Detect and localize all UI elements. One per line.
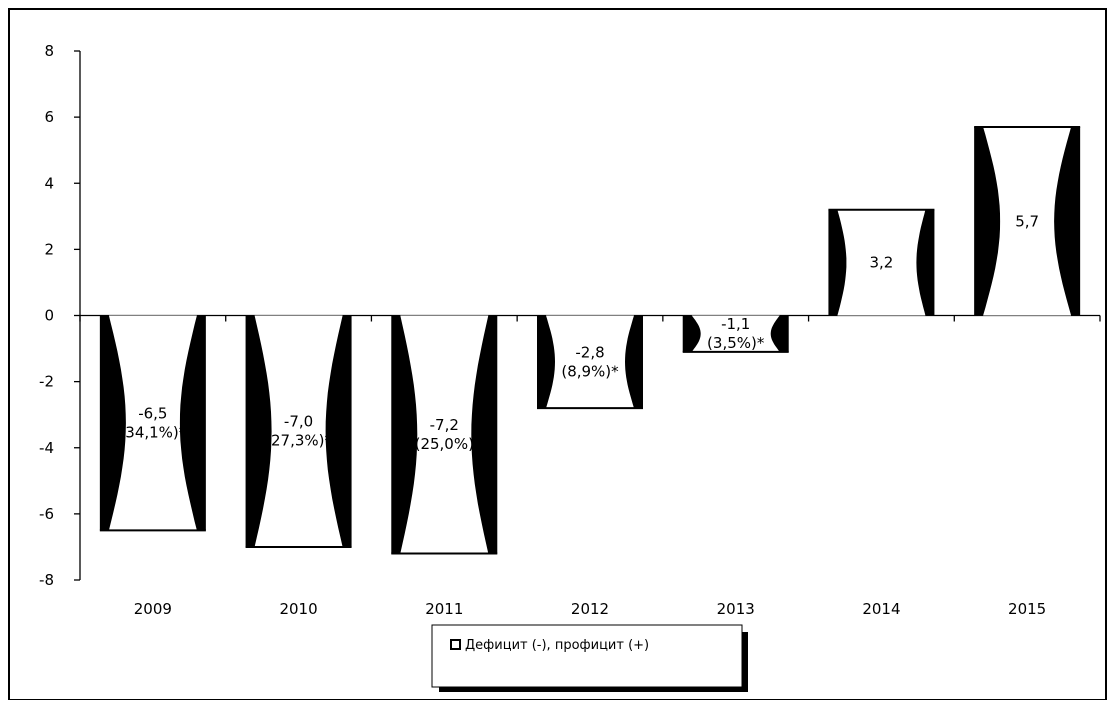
legend: Дефицит (-), профицит (+) bbox=[431, 624, 748, 692]
y-tick-label: -6 bbox=[39, 505, 54, 523]
bar-data-label: (3,5%)* bbox=[707, 334, 765, 352]
bar-inner bbox=[691, 315, 780, 352]
bar-labels: -6,5(34,1%)*-7,0(27,3%)*-7,2(25,0%)-2,8(… bbox=[119, 212, 1039, 453]
x-tick-label: 2010 bbox=[279, 600, 317, 618]
y-tick-label: 0 bbox=[44, 307, 54, 325]
bar-inner bbox=[546, 315, 634, 409]
bar-data-label: -2,8 bbox=[575, 343, 604, 361]
bar-inner bbox=[837, 209, 926, 316]
bar-inner bbox=[400, 315, 489, 554]
bar-inner bbox=[108, 315, 197, 531]
bar-data-label: -7,0 bbox=[284, 413, 313, 431]
bar-data-label: (8,9%)* bbox=[561, 362, 619, 380]
bar bbox=[682, 315, 789, 353]
y-tick-label: -2 bbox=[39, 373, 54, 391]
y-tick-label: -8 bbox=[39, 571, 54, 589]
bar-data-label: (27,3%)* bbox=[265, 432, 332, 450]
x-tick-label: 2011 bbox=[425, 600, 463, 618]
x-tick-label: 2014 bbox=[862, 600, 900, 618]
bar-data-label: (25,0%) bbox=[415, 435, 474, 453]
y-tick-label: 4 bbox=[44, 174, 54, 192]
bar-data-label: -7,2 bbox=[430, 416, 459, 434]
legend-box bbox=[431, 624, 743, 688]
bar-data-label: 3,2 bbox=[869, 254, 893, 272]
bar bbox=[537, 315, 643, 410]
bars bbox=[99, 126, 1081, 555]
x-tick-label: 2012 bbox=[571, 600, 609, 618]
bar bbox=[974, 126, 1081, 316]
y-tick-label: -4 bbox=[39, 439, 54, 457]
bar-data-label: (34,1%)* bbox=[119, 423, 186, 441]
y-tick-label: 6 bbox=[44, 108, 54, 126]
y-axis: 8 6 4 2 0 -2 -4 -6 -8 bbox=[39, 42, 81, 589]
bar bbox=[828, 208, 935, 316]
x-tick-label: 2009 bbox=[134, 600, 172, 618]
y-tick-label: 8 bbox=[44, 42, 54, 60]
bar-inner bbox=[254, 315, 343, 547]
bar bbox=[245, 315, 352, 548]
bar-data-label: -1,1 bbox=[721, 315, 750, 333]
x-tick-label: 2015 bbox=[1008, 600, 1046, 618]
bar-inner bbox=[983, 127, 1072, 316]
bar bbox=[391, 315, 498, 555]
y-tick-label: 2 bbox=[44, 240, 54, 258]
legend-swatch bbox=[450, 639, 461, 650]
bar bbox=[99, 315, 206, 532]
bar-data-label: -6,5 bbox=[138, 404, 167, 422]
bar-data-label: 5,7 bbox=[1015, 212, 1039, 230]
legend-label: Дефицит (-), профицит (+) bbox=[465, 638, 649, 653]
x-tick-label: 2013 bbox=[717, 600, 755, 618]
